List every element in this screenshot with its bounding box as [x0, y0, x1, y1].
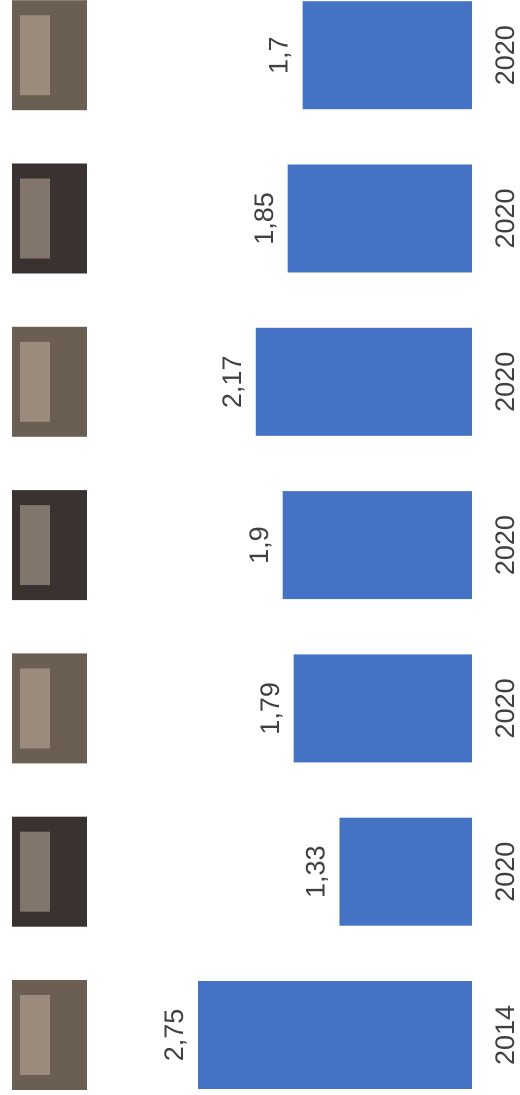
bar [302, 1, 472, 110]
thumbnail-highlight [20, 178, 50, 259]
value-label: 1,79 [255, 682, 285, 735]
bar [282, 491, 472, 600]
thumbnail [12, 490, 87, 601]
x-tick-label: 2020 [490, 515, 520, 575]
x-tick-label: 2020 [490, 188, 520, 248]
thumbnail [12, 163, 87, 274]
thumbnail-highlight [20, 995, 50, 1075]
value-label: 2,75 [159, 1009, 189, 1062]
bar [339, 817, 472, 926]
thumbnail-highlight [20, 505, 50, 586]
thumbnail-highlight [20, 668, 50, 749]
x-tick-label: 2020 [490, 352, 520, 412]
x-tick-label: 2020 [490, 842, 520, 902]
thumbnail [12, 816, 87, 927]
thumbnail [12, 980, 87, 1090]
thumbnail-highlight [20, 341, 50, 422]
x-tick-label: 2014 [490, 1005, 520, 1065]
value-label: 1,33 [301, 845, 331, 898]
value-label: 2,17 [217, 356, 247, 409]
bar [287, 164, 472, 273]
thumbnail [12, 326, 87, 437]
value-label: 1,9 [244, 526, 274, 564]
x-tick-label: 2020 [490, 25, 520, 85]
thumbnail-highlight [20, 15, 50, 96]
thumbnail-highlight [20, 831, 50, 912]
x-tick-label: 2020 [490, 678, 520, 738]
thumbnail [12, 0, 87, 111]
bar [198, 981, 472, 1089]
value-label: 1,7 [264, 36, 294, 74]
thumbnail [12, 653, 87, 764]
bar [293, 654, 472, 763]
value-label: 1,85 [249, 192, 279, 245]
bar [255, 327, 472, 436]
